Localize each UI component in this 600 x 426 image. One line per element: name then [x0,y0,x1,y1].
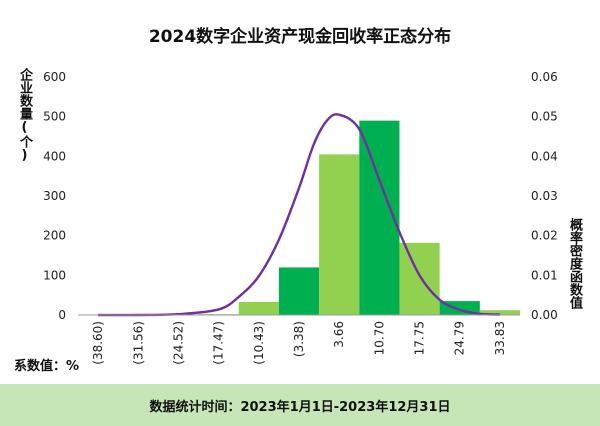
y2-tick-label: 0.06 [531,70,558,84]
chart-title: 2024数字企业资产现金回收率正态分布 [148,27,452,47]
bar [399,242,440,315]
x-tick-label: 33.83 [493,321,507,355]
bar [278,267,320,315]
left-y-ticks: 0 100 200 300 400 500 600 [43,70,66,322]
density-curve-layer [98,113,500,317]
y-axis-title-right: 概率密度函数值 [567,218,582,309]
y2-tick-label: 0.05 [531,110,558,124]
bars [198,120,520,315]
x-tick-label: (24.52) [171,321,185,365]
y2-tick-label: 0.01 [531,268,558,282]
x-ticks: (38.60) (31.56) (24.52) (17.47) (10.43) (3.38… [91,321,507,365]
x-tick-label: 10.70 [372,321,386,355]
x-tick-label: (17.47) [212,321,226,365]
x-tick-label: (10.43) [252,321,266,365]
x-tick-label: 17.75 [413,321,427,355]
density-curve [98,113,500,317]
y2-tick-label: 0.03 [531,189,558,203]
y2-tick-label: 0.04 [531,149,558,163]
y-tick-label: 0 [58,308,66,322]
y-tick-label: 200 [43,229,66,243]
y-tick-label: 300 [43,189,66,203]
unit-note: 系数值：% [14,359,80,374]
x-tick-label: (31.56) [131,321,145,365]
y-tick-label: 600 [43,70,66,84]
bar [319,154,360,315]
y2-tick-label: 0.02 [531,229,558,243]
y-tick-label: 400 [43,149,66,163]
y-axis-title-left: 企业数量(个) [17,68,32,163]
x-tick-label: 24.79 [453,321,467,355]
x-tick-label: (3.38) [292,321,306,357]
x-tick-label: 3.66 [332,321,346,348]
footer-banner: 数据统计时间：2023年1月1日-2023年12月31日 [0,384,600,426]
y-tick-label: 100 [43,268,66,282]
x-tick-label: (38.60) [91,321,105,365]
y2-tick-label: 0.00 [531,308,558,322]
bar [479,310,520,315]
y-tick-label: 500 [43,110,66,124]
bar [238,301,279,315]
right-y-ticks: 0.00 0.01 0.02 0.03 0.04 0.05 0.06 [531,70,558,322]
footer-text: 数据统计时间：2023年1月1日-2023年12月31日 [149,399,451,415]
